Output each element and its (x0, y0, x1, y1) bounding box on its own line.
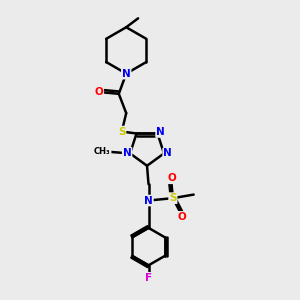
Text: F: F (145, 273, 152, 283)
Text: S: S (118, 127, 125, 136)
Text: N: N (156, 127, 165, 137)
Text: N: N (163, 148, 172, 158)
Text: N: N (122, 69, 130, 79)
Text: N: N (123, 148, 131, 158)
Text: O: O (94, 87, 103, 97)
Text: S: S (169, 193, 177, 203)
Text: O: O (167, 173, 176, 183)
Text: CH₃: CH₃ (94, 147, 111, 156)
Text: O: O (177, 212, 186, 222)
Text: N: N (144, 196, 153, 206)
